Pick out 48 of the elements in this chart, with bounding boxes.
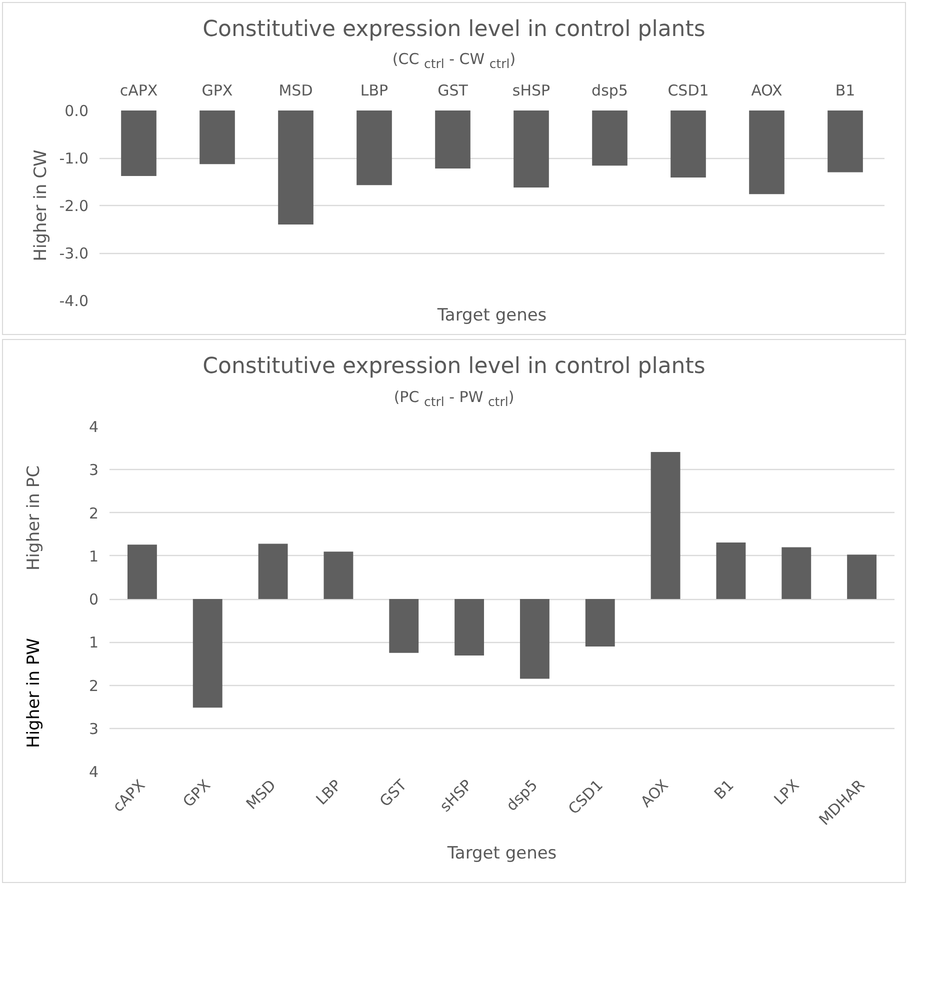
x-tick-label: GST [438,82,469,100]
chart-title: Constitutive expression level in control plants [202,16,706,44]
x-tick-label: MSD [278,82,313,100]
y-axis-title: Higher in CW [31,150,52,262]
y-tick-label: 2 [88,504,99,522]
y-tick-label: 0 [88,590,99,608]
y-tick-label: 3 [88,460,99,479]
y-tick-label: -2.0 [59,197,89,216]
x-tick-label: AOX [751,82,782,100]
x-tick-label: GPX [202,82,233,100]
y-tick-label: 1 [88,633,99,652]
chart-title: Constitutive expression level in control plants [202,353,706,382]
bar [782,546,812,599]
y-tick-label: -4.0 [59,292,89,310]
y-tick-label: 4 [88,418,99,436]
x-tick-label: LBP [360,82,388,100]
y-axis-title: Higher in PC [22,465,45,570]
bar [127,544,157,599]
x-tick-label: cAPX [120,82,158,100]
x-axis-title: Target genes [446,843,557,864]
x-tick-label: dsp5 [592,82,628,100]
y-tick-label: -3.0 [59,244,89,263]
y-tick-label: 1 [88,546,99,565]
chart-subtitle: (PC $_{ctrl}$ - PW $_{ctrl}$) [392,386,516,411]
y-tick-label: -1.0 [59,150,89,168]
chart-subtitle: (CC $_{ctrl}$ - CW $_{ctrl}$) [391,49,517,74]
bar [650,451,680,599]
bar [847,554,877,599]
y-tick-label: 4 [88,762,99,781]
x-axis-title: Target genes [436,306,547,326]
x-tick-label: sHSP [512,82,550,100]
bar [585,598,615,646]
x-tick-label: B1 [710,776,738,802]
y-tick-label: 2 [88,676,99,694]
y-tick-label: 0.0 [64,102,89,120]
bar [454,598,484,656]
y-tick-label: 3 [88,719,99,738]
bar [192,598,222,708]
text: Higher in PW [22,638,45,748]
x-tick-label: LPX [770,776,803,808]
bar [389,598,419,652]
bar [324,551,354,599]
bar [716,542,746,599]
x-tick-label: B1 [835,82,856,100]
x-tick-label: LBP [312,776,345,808]
x-tick-label: CSD1 [668,82,709,100]
bar [520,598,550,678]
bar [258,543,288,599]
